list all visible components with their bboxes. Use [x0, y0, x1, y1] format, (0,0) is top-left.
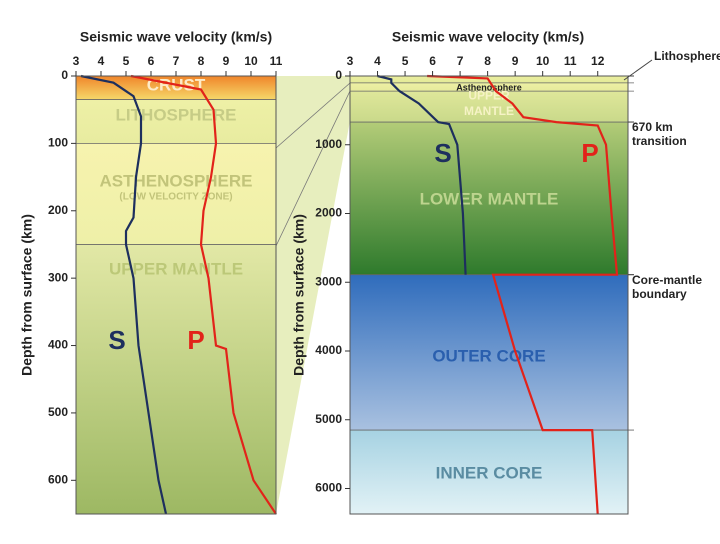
y-tick-label: 500 — [48, 405, 68, 419]
annotation: boundary — [632, 287, 687, 301]
x-tick-label: 3 — [347, 54, 354, 68]
series-label: S — [108, 325, 125, 355]
y-tick-label: 400 — [48, 338, 68, 352]
annotation: 670 km — [632, 120, 673, 134]
x-tick-label: 9 — [512, 54, 519, 68]
x-tick-label: 5 — [402, 54, 409, 68]
zoom-line — [275, 82, 351, 149]
y-tick-label: 4000 — [315, 343, 342, 357]
x-tick-label: 5 — [123, 54, 130, 68]
region-label: INNER CORE — [436, 463, 543, 482]
x-axis-title: Seismic wave velocity (km/s) — [392, 29, 584, 45]
x-tick-label: 6 — [148, 54, 155, 68]
y-tick-label: 2000 — [315, 206, 342, 220]
region-label: LITHOSPHERE — [116, 105, 237, 124]
velocity-line — [130, 74, 277, 515]
y-tick-label: 200 — [48, 203, 68, 217]
region — [350, 122, 628, 275]
x-tick-label: 3 — [73, 54, 80, 68]
region-label: MANTLE — [464, 104, 514, 118]
y-tick-label: 300 — [48, 270, 68, 284]
x-tick-label: 8 — [484, 54, 491, 68]
region — [350, 274, 628, 431]
x-tick-label: 10 — [244, 54, 258, 68]
annotation: transition — [632, 134, 687, 148]
y-tick-label: 6000 — [315, 481, 342, 495]
x-tick-label: 6 — [429, 54, 436, 68]
region — [76, 99, 276, 144]
y-tick-label: 600 — [48, 472, 68, 486]
series-label: P — [581, 138, 598, 168]
series-label: P — [187, 325, 204, 355]
y-tick-label: 0 — [61, 68, 68, 82]
zoom-connector — [276, 76, 350, 514]
velocity-line — [80, 74, 168, 515]
series-label: S — [434, 138, 451, 168]
region-label: ASTHENOSPHERE — [99, 171, 252, 190]
annotation: Core-mantle — [632, 273, 702, 287]
x-tick-label: 12 — [591, 54, 605, 68]
zoom-line — [275, 90, 351, 247]
y-tick-label: 3000 — [315, 274, 342, 288]
y-tick-label: 1000 — [315, 137, 342, 151]
region — [350, 91, 628, 123]
y-axis-title: Depth from surface (km) — [291, 214, 307, 376]
x-tick-label: 9 — [223, 54, 230, 68]
region — [76, 244, 276, 514]
x-tick-label: 11 — [564, 54, 577, 68]
region-label: LOWER MANTLE — [420, 189, 559, 208]
x-tick-label: 10 — [536, 54, 550, 68]
x-tick-label: 11 — [270, 54, 283, 68]
x-tick-label: 8 — [198, 54, 205, 68]
y-axis-title: Depth from surface (km) — [19, 214, 35, 376]
region-label: OUTER CORE — [432, 346, 545, 365]
annotation-arrow — [623, 59, 653, 81]
region-label: UPPER MANTLE — [109, 259, 243, 278]
velocity-line — [377, 74, 467, 275]
region — [350, 82, 628, 92]
plot-frame — [349, 75, 629, 515]
x-tick-label: 4 — [374, 54, 381, 68]
x-tick-label: 7 — [173, 54, 180, 68]
y-tick-label: 5000 — [315, 412, 342, 426]
velocity-line — [427, 74, 619, 515]
region — [76, 76, 276, 100]
annotation: Lithosphere — [654, 49, 720, 63]
region-label: Asthenosphere — [456, 82, 522, 92]
region — [76, 143, 276, 245]
region-label: UPPER — [468, 89, 510, 103]
x-axis-title: Seismic wave velocity (km/s) — [80, 29, 272, 45]
y-tick-label: 0 — [335, 68, 342, 82]
region — [350, 430, 628, 514]
region-label: (LOW VELOCITY ZONE) — [119, 192, 232, 203]
y-tick-label: 100 — [48, 136, 68, 150]
x-tick-label: 4 — [98, 54, 105, 68]
x-tick-label: 7 — [457, 54, 464, 68]
